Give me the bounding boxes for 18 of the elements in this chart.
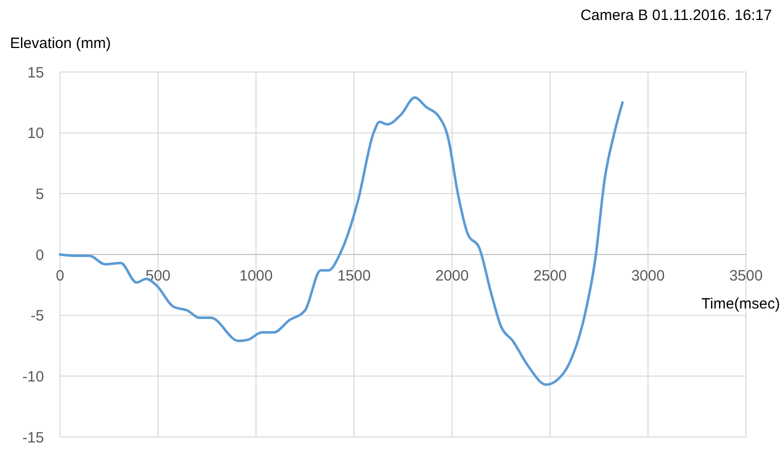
y-tick-label: -5 (30, 308, 44, 325)
line-series (58, 96, 624, 386)
x-tick-label: 3000 (631, 268, 665, 284)
x-axis-title: Time(msec) (701, 296, 780, 312)
y-tick-label: 15 (27, 64, 44, 82)
y-tick-label: -10 (22, 368, 44, 386)
x-tick-label: 2000 (435, 268, 469, 284)
x-tick-label: 0 (56, 268, 64, 284)
x-tick-label: 1000 (239, 268, 273, 284)
y-tick-label: 10 (27, 125, 44, 142)
y-axis-title: Elevation (mm) (10, 35, 111, 52)
x-tick-label: 2500 (533, 268, 567, 284)
y-tick-label: -15 (22, 429, 44, 446)
chart-title: Camera B 01.11.2016. 16:17 (580, 7, 772, 24)
x-tick-label: 3500 (729, 268, 763, 284)
x-tick-label: 1500 (337, 268, 371, 284)
y-tick-label: 0 (36, 246, 44, 264)
y-tick-label: 5 (36, 186, 44, 203)
